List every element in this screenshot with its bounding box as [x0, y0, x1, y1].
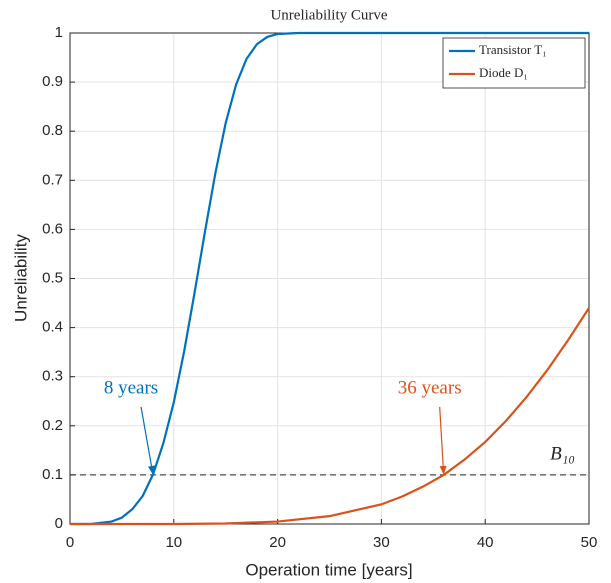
- x-tick-label: 50: [581, 534, 598, 551]
- x-tick-label: 40: [477, 534, 494, 551]
- y-tick-label: 0.7: [42, 171, 63, 188]
- legend-label: Transistor T₁: [479, 42, 547, 57]
- arrow-head: [439, 465, 447, 475]
- legend-label: Diode D₁: [479, 65, 528, 80]
- x-tick-label: 10: [165, 534, 182, 551]
- y-axis-label: Unreliability: [11, 234, 30, 322]
- y-tick-label: 0.2: [42, 417, 63, 434]
- x-tick-label: 20: [269, 534, 286, 551]
- x-tick-label: 0: [66, 534, 74, 551]
- arrow-head: [148, 465, 155, 475]
- y-tick-label: 0: [55, 515, 63, 532]
- x-axis-label: Operation time [years]: [245, 560, 412, 579]
- y-tick-label: 0.8: [42, 122, 63, 139]
- y-tick-label: 0.9: [42, 73, 63, 90]
- y-tick-label: 0.5: [42, 269, 63, 286]
- chart-title: Unreliability Curve: [270, 7, 387, 23]
- y-tick-label: 1: [55, 24, 63, 41]
- series-line: [70, 307, 590, 526]
- annotation-text: 8 years: [104, 377, 158, 398]
- series-line: [70, 31, 589, 526]
- legend-box: [442, 37, 586, 89]
- y-tick-label: 0.1: [42, 466, 63, 483]
- x-tick-label: 30: [373, 534, 390, 551]
- y-tick-label: 0.3: [42, 368, 63, 385]
- reference-label: B₁₀: [550, 443, 575, 464]
- annotation-text: 36 years: [398, 377, 462, 398]
- y-tick-label: 0.6: [42, 220, 63, 237]
- y-tick-label: 0.4: [42, 319, 63, 336]
- annotation-arrow: [140, 406, 153, 467]
- annotation-arrow: [439, 406, 444, 466]
